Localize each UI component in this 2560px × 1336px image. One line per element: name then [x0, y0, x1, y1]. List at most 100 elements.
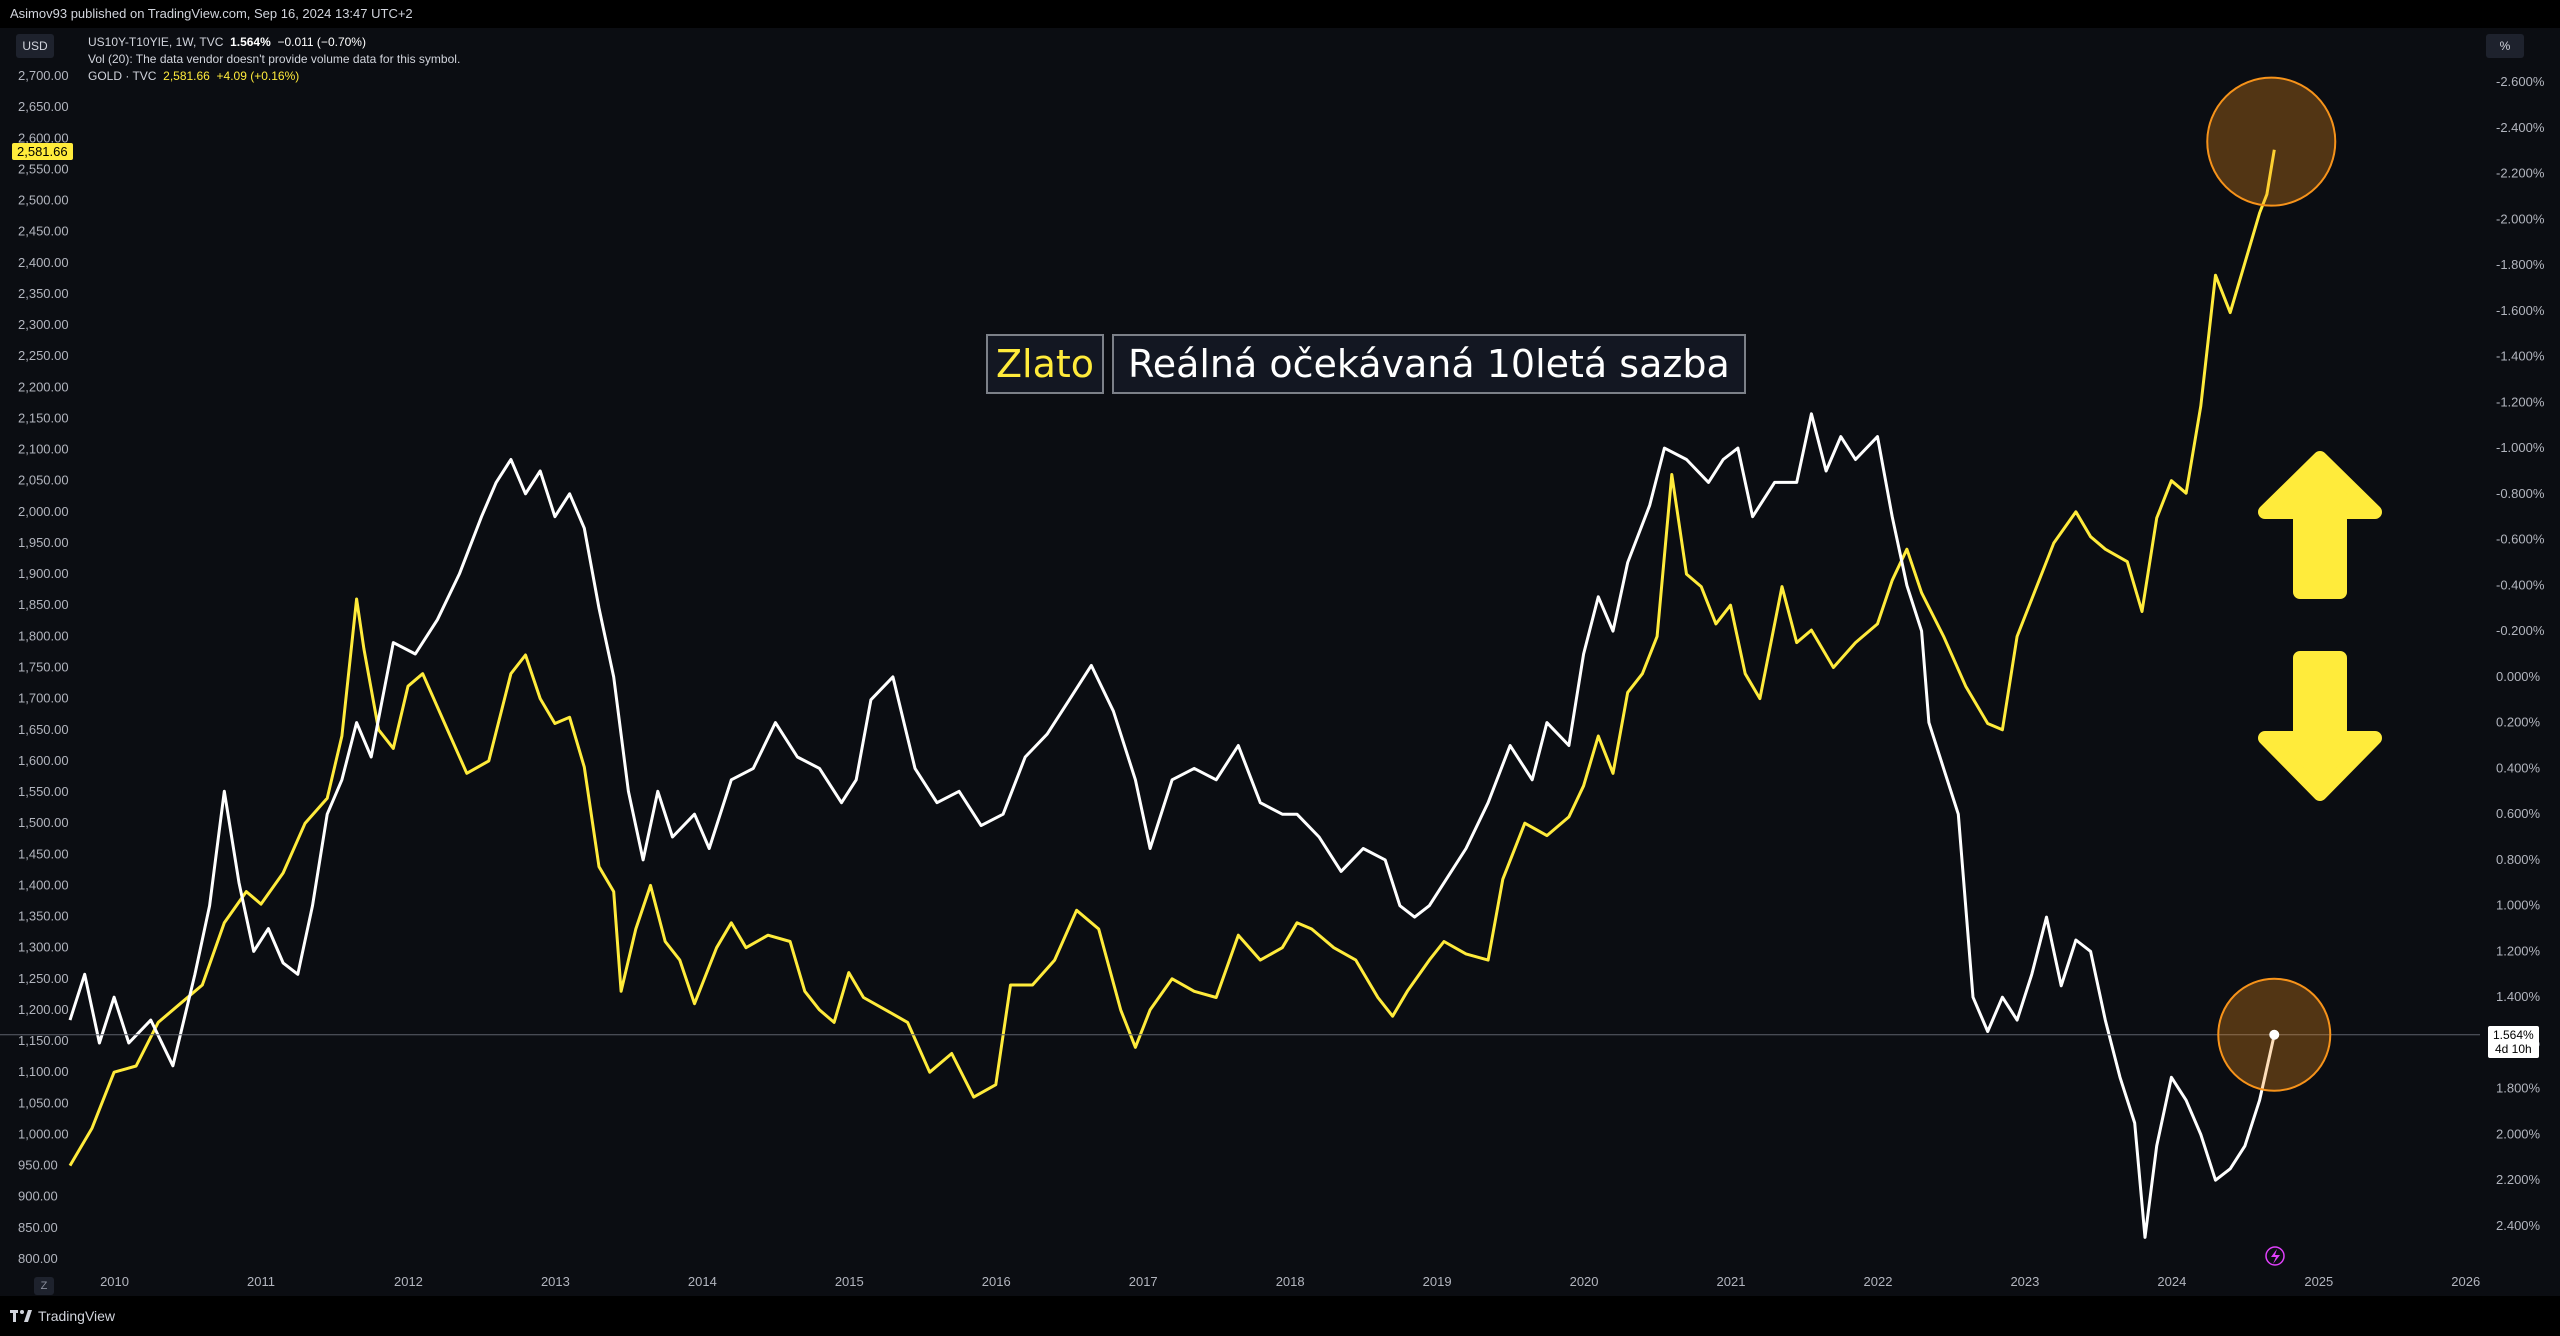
left-tick-label: 1,150.00 — [18, 1033, 69, 1048]
right-tick-label: -2.600% — [2496, 74, 2545, 89]
gold-series-line[interactable] — [68, 149, 2276, 1167]
left-tick-label: 2,100.00 — [18, 442, 69, 457]
right-tick-label: 0.200% — [2496, 715, 2541, 730]
left-tick-label: 1,400.00 — [18, 877, 69, 892]
left-tick-label: 1,900.00 — [18, 566, 69, 581]
legend-yield-change: −0.011 (−0.70%) — [277, 35, 366, 49]
left-tick-label: 900.00 — [18, 1189, 58, 1204]
lightning-icon[interactable] — [2265, 1246, 2285, 1266]
legend-row-yield[interactable]: US10Y-T10YIE, 1W, TVC 1.564% −0.011 (−0.… — [88, 34, 460, 51]
left-tick-label: 2,000.00 — [18, 504, 69, 519]
right-tick-label: 1.000% — [2496, 898, 2541, 913]
left-tick-label: 1,100.00 — [18, 1064, 69, 1079]
left-tick-label: 950.00 — [18, 1158, 58, 1173]
right-tick-label: -2.400% — [2496, 120, 2545, 135]
left-tick-label: 2,150.00 — [18, 410, 69, 425]
left-tick-label: 2,600.00 — [18, 130, 69, 145]
left-tick-label: 1,300.00 — [18, 940, 69, 955]
auto-scale-button[interactable]: Z — [34, 1277, 54, 1295]
time-tick-label: 2012 — [394, 1274, 423, 1289]
left-tick-label: 850.00 — [18, 1220, 58, 1235]
right-tick-label: 0.600% — [2496, 806, 2541, 821]
down-arrow-icon — [2258, 651, 2382, 801]
left-tick-label: 1,000.00 — [18, 1126, 69, 1141]
time-tick-label: 2022 — [1864, 1274, 1893, 1289]
tradingview-mark-icon — [10, 1310, 32, 1322]
time-tick-label: 2014 — [688, 1274, 717, 1289]
right-tick-label: -0.600% — [2496, 532, 2545, 547]
yield-last-value-tag: 1.564% 4d 10h — [2488, 1026, 2539, 1058]
yield-series-line[interactable] — [68, 412, 2276, 1239]
percent-scale-badge[interactable]: % — [2486, 34, 2524, 58]
decoration-layer — [0, 76, 2480, 1266]
gold-highlight-circle — [2206, 76, 2337, 207]
right-tick-label: 0.400% — [2496, 760, 2541, 775]
series-layer — [68, 149, 2276, 1239]
legend-gold-name: GOLD · TVC — [88, 69, 157, 83]
top-bar: Asimov93 published on TradingView.com, S… — [0, 0, 2560, 28]
time-tick-label: 2020 — [1570, 1274, 1599, 1289]
right-tick-label: 0.800% — [2496, 852, 2541, 867]
time-tick-label: 2018 — [1276, 1274, 1305, 1289]
left-tick-label: 800.00 — [18, 1251, 58, 1266]
time-tick-label: 2023 — [2010, 1274, 2039, 1289]
left-tick-label: 2,550.00 — [18, 161, 69, 176]
right-tick-label: 2.200% — [2496, 1172, 2541, 1187]
left-tick-label: 1,050.00 — [18, 1095, 69, 1110]
yield-last-point — [2269, 1029, 2280, 1040]
left-tick-label: 1,200.00 — [18, 1002, 69, 1017]
left-tick-label: 1,650.00 — [18, 722, 69, 737]
bottom-bar: TradingView — [0, 1296, 2560, 1336]
time-tick-label: 2021 — [1717, 1274, 1746, 1289]
legend-row-gold[interactable]: GOLD · TVC 2,581.66 +4.09 (+0.16%) — [88, 68, 460, 85]
left-tick-label: 2,400.00 — [18, 255, 69, 270]
left-price-axis: 2,700.00 2,650.00 2,600.00 2,550.00 2,500.00… — [18, 68, 69, 1266]
left-tick-label: 2,350.00 — [18, 286, 69, 301]
right-tick-label: -1.200% — [2496, 394, 2545, 409]
left-tick-label: 1,700.00 — [18, 691, 69, 706]
left-tick-label: 2,700.00 — [18, 68, 69, 83]
legend-yield-value: 1.564% — [230, 35, 271, 49]
time-tick-label: 2013 — [541, 1274, 570, 1289]
left-tick-label: 1,800.00 — [18, 628, 69, 643]
right-tick-label: -1.400% — [2496, 349, 2545, 364]
publisher-info: Asimov93 published on TradingView.com, S… — [10, 6, 413, 21]
tradingview-brand: TradingView — [38, 1308, 116, 1324]
right-tick-label: -1.800% — [2496, 257, 2545, 272]
time-tick-label: 2016 — [982, 1274, 1011, 1289]
gold-title: Zlato — [996, 342, 1095, 386]
time-tick-label: 2017 — [1129, 1274, 1158, 1289]
yield-title-box: Reálná očekávaná 10letá sazba — [1112, 334, 1746, 394]
yield-title: Reálná očekávaná 10letá sazba — [1128, 342, 1730, 386]
time-axis: 2010 2011 2012 2013 2014 2015 2016 2017 2018 2019… — [100, 1274, 2480, 1289]
legend-yield-name: US10Y-T10YIE, 1W, TVC — [88, 35, 224, 49]
currency-badge[interactable]: USD — [16, 34, 54, 58]
right-tick-label: 1.400% — [2496, 989, 2541, 1004]
right-tick-label: -0.800% — [2496, 486, 2545, 501]
yield-last-value: 1.564% — [2493, 1028, 2534, 1042]
left-tick-label: 1,850.00 — [18, 597, 69, 612]
legend-row-volume: Vol (20): The data vendor doesn't provid… — [88, 51, 460, 68]
time-tick-label: 2015 — [835, 1274, 864, 1289]
time-tick-label: 2024 — [2157, 1274, 2186, 1289]
right-tick-label: 2.400% — [2496, 1218, 2541, 1233]
chart-svg[interactable]: 2,700.00 2,650.00 2,600.00 2,550.00 2,500.00… — [0, 28, 2560, 1296]
chart-area[interactable]: 2,700.00 2,650.00 2,600.00 2,550.00 2,500.00… — [0, 28, 2560, 1296]
right-tick-label: -0.200% — [2496, 623, 2545, 638]
gold-title-box: Zlato — [986, 334, 1105, 394]
right-tick-label: 1.800% — [2496, 1081, 2541, 1096]
gold-last-price-tag: 2,581.66 — [12, 143, 73, 160]
left-tick-label: 1,750.00 — [18, 660, 69, 675]
time-tick-label: 2010 — [100, 1274, 129, 1289]
time-tick-label: 2019 — [1423, 1274, 1452, 1289]
lightning-bolt-icon — [2271, 1249, 2280, 1264]
left-tick-label: 1,600.00 — [18, 753, 69, 768]
left-tick-label: 1,550.00 — [18, 784, 69, 799]
tradingview-logo[interactable]: TradingView — [10, 1308, 115, 1324]
right-tick-label: 0.000% — [2496, 669, 2541, 684]
right-percent-axis: -2.600% -2.400% -2.200% -2.000% -1.800% -1.60… — [2496, 74, 2545, 1233]
up-arrow-icon — [2258, 451, 2382, 599]
left-tick-label: 1,500.00 — [18, 815, 69, 830]
right-tick-label: 2.000% — [2496, 1126, 2541, 1141]
left-tick-label: 1,250.00 — [18, 971, 69, 986]
